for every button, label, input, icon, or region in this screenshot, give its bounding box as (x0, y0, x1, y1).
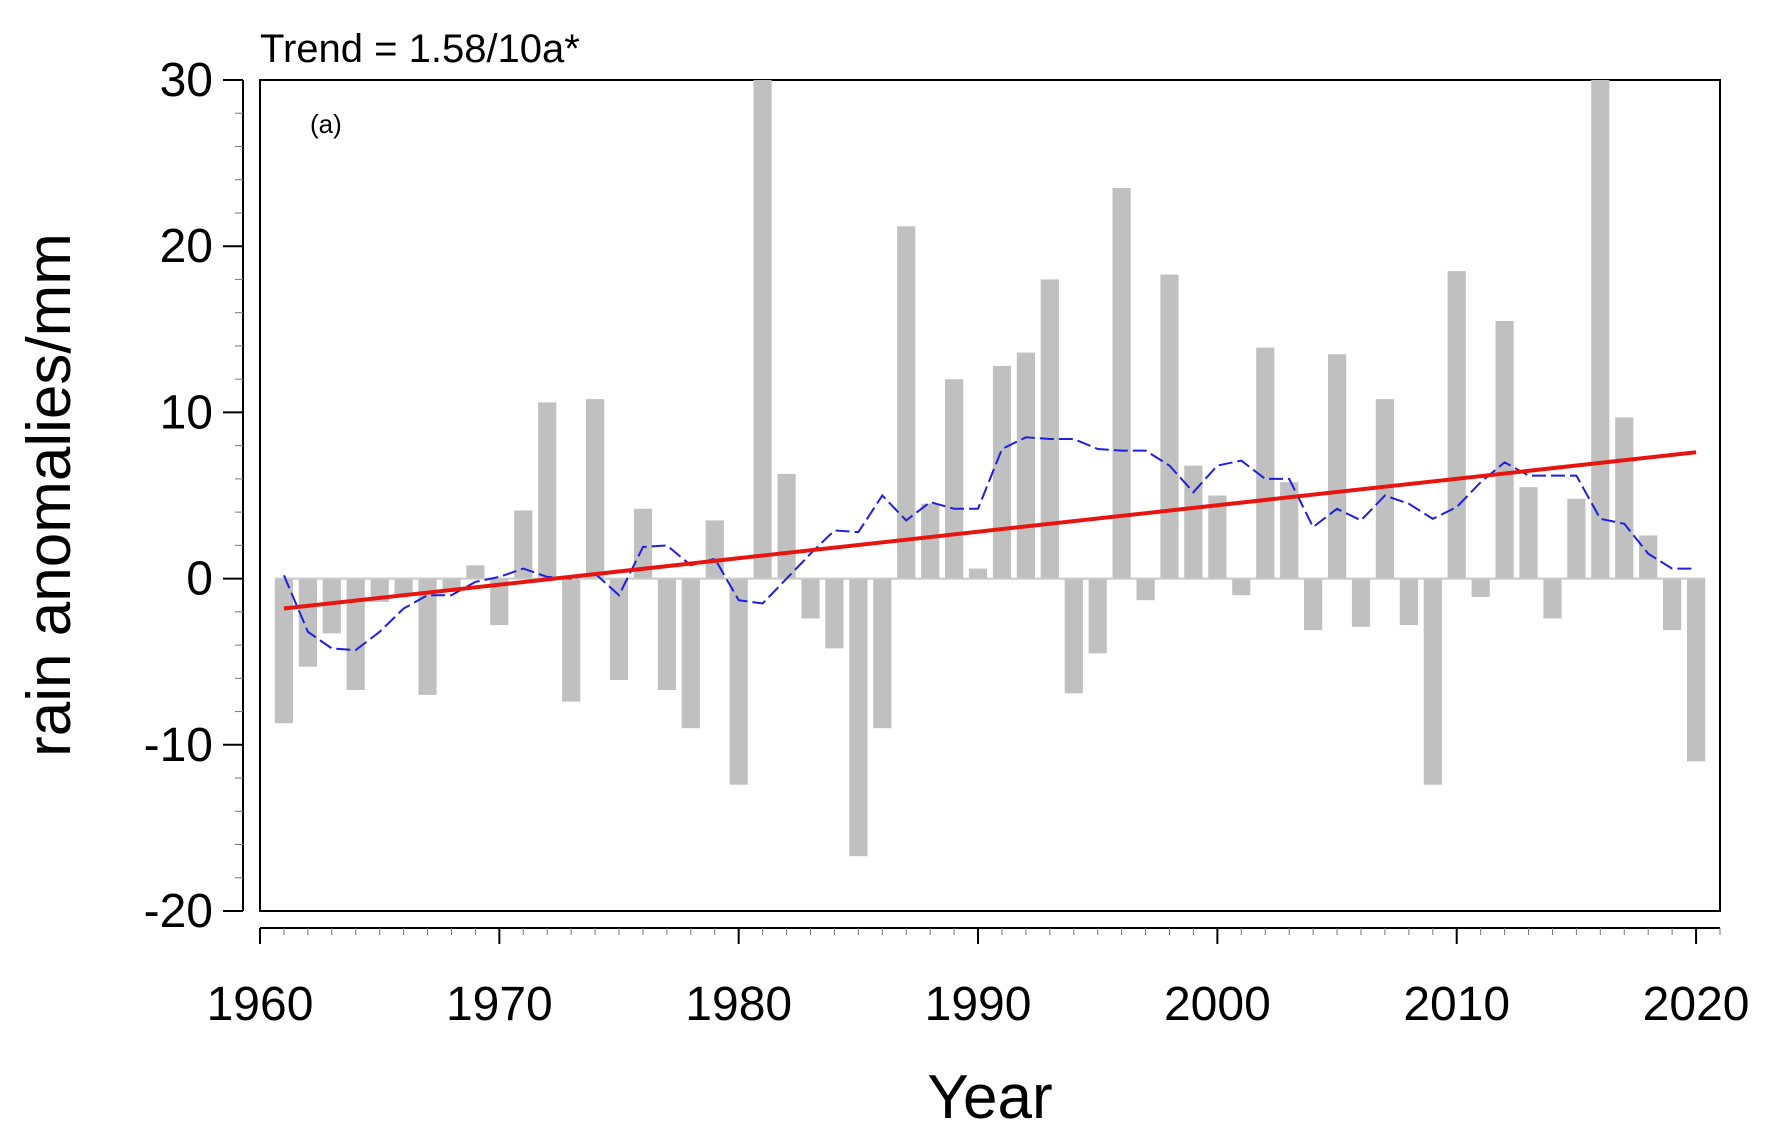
bar-1982 (777, 473, 796, 579)
bar-2016 (1591, 80, 1610, 579)
bar-1988 (921, 503, 940, 579)
x-axis-title: Year (927, 1063, 1052, 1132)
bar-1984 (825, 578, 844, 649)
bar-1976 (633, 508, 653, 579)
bar-2005 (1328, 354, 1347, 579)
x-tick-label: 2020 (1643, 978, 1750, 1031)
bar-1997 (1136, 578, 1155, 601)
bar-1978 (681, 578, 700, 729)
bar-1972 (538, 402, 557, 579)
bar-2000 (1208, 495, 1227, 579)
bar-1974 (586, 399, 605, 579)
bar-1986 (873, 578, 892, 729)
y-tick-label: 0 (186, 553, 213, 606)
trend-label: Trend = 1.58/10a* (260, 27, 580, 71)
bar-2014 (1543, 578, 1562, 619)
x-axis-ticks: 1960 1970 1980 1990 2000 2010 2020 (207, 928, 1750, 1031)
bar-1990 (968, 568, 988, 579)
bar-2009 (1423, 578, 1442, 785)
x-tick-label: 1990 (925, 978, 1032, 1031)
y-tick-label: -20 (144, 885, 213, 938)
bar-2001 (1232, 578, 1251, 596)
bar-2002 (1256, 347, 1275, 579)
bar-1992 (1016, 352, 1035, 579)
bar-1981 (753, 80, 772, 579)
bar-series (274, 80, 1706, 857)
bar-1998 (1160, 274, 1179, 579)
bar-2003 (1280, 482, 1299, 579)
bar-2004 (1304, 578, 1323, 631)
bar-1964 (346, 578, 365, 690)
x-tick-label: 1970 (446, 978, 553, 1031)
x-tick-label: 1960 (207, 978, 314, 1031)
bar-2006 (1351, 578, 1371, 627)
bar-1966 (394, 578, 413, 596)
bar-2012 (1495, 321, 1514, 579)
plot-frame (259, 79, 1721, 912)
y-tick-label: 20 (160, 220, 213, 273)
bar-1967 (418, 578, 437, 695)
smoothed-line (282, 436, 1697, 652)
trend-line (283, 450, 1697, 611)
bar-1985 (849, 578, 868, 857)
bar-2008 (1399, 578, 1418, 626)
y-axis-title: rain anomalies/mm (15, 233, 84, 757)
bar-1962 (298, 578, 317, 667)
bar-1969 (466, 565, 485, 579)
y-tick-label: 10 (160, 386, 213, 439)
bar-2019 (1663, 578, 1682, 631)
x-tick-label: 2000 (1164, 978, 1271, 1031)
bar-1996 (1112, 188, 1131, 579)
y-tick-label: 30 (160, 54, 213, 107)
axes (242, 80, 1720, 929)
bar-2017 (1615, 417, 1634, 579)
bar-2018 (1639, 535, 1658, 579)
bar-1995 (1088, 578, 1107, 654)
bar-1989 (945, 379, 964, 579)
bar-1961 (274, 578, 293, 724)
bar-2007 (1375, 399, 1394, 579)
bar-2011 (1471, 578, 1490, 597)
x-tick-label: 1980 (685, 978, 792, 1031)
bar-1963 (322, 578, 341, 634)
bar-1980 (729, 578, 748, 785)
bar-2010 (1447, 271, 1466, 579)
bar-1994 (1064, 578, 1083, 694)
bar-1975 (609, 578, 629, 680)
x-tick-label: 2010 (1403, 978, 1510, 1031)
bar-1991 (992, 365, 1012, 579)
panel-label: (a) (310, 109, 342, 139)
bar-2015 (1567, 498, 1586, 579)
bar-1977 (657, 578, 676, 690)
y-tick-label: -10 (144, 719, 213, 772)
bar-2020 (1687, 578, 1706, 762)
bar-1970 (490, 578, 509, 626)
bar-1987 (897, 226, 916, 579)
bar-1973 (562, 578, 581, 702)
bar-1983 (801, 578, 820, 619)
bar-2013 (1519, 487, 1538, 579)
bar-1979 (705, 520, 724, 579)
bar-1993 (1040, 279, 1059, 579)
y-axis-ticks: -20 -10 0 10 20 30 (144, 54, 243, 938)
bar-1971 (514, 510, 533, 579)
bar-1999 (1184, 465, 1203, 579)
